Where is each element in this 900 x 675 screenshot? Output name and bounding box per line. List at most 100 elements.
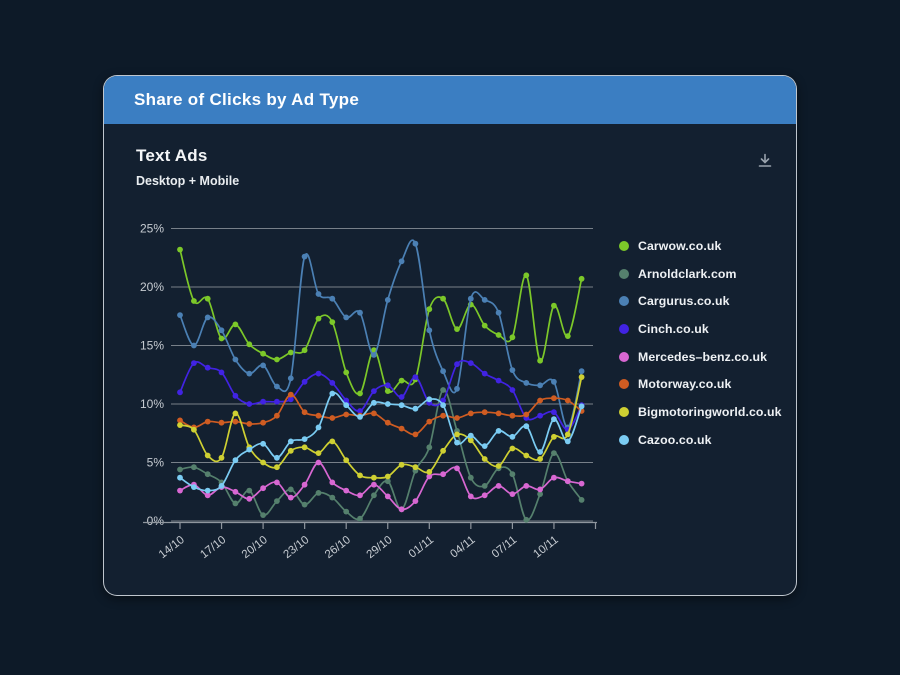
legend-dot-icon [619,351,629,362]
legend-label: Cargurus.co.uk [638,294,730,309]
data-point [426,306,433,313]
data-point [440,412,446,419]
download-button[interactable] [754,150,776,172]
line-chart: 0% 5% 10% 15% 20% 25% 14/10 17/10 20/10 23/10 26/1… [131,216,611,566]
data-point [343,508,350,515]
data-point [412,464,419,471]
data-point [551,378,557,385]
data-point [218,327,225,334]
data-point [343,397,350,404]
data-point [218,454,225,461]
data-point [481,409,488,416]
data-point [454,361,460,368]
data-point [564,438,571,445]
data-point [191,360,197,366]
data-point [426,444,433,451]
data-point [357,309,363,316]
legend-item-carwow[interactable]: Carwow.co.uk [619,232,782,260]
data-point [246,401,253,407]
data-point [454,431,460,438]
x-axis-label: 10/11 [531,534,560,561]
data-point [384,473,391,480]
data-point [177,487,183,494]
legend-label: Bigmotoringworld.co.uk [638,404,782,419]
data-point [551,409,557,416]
data-point [523,380,530,386]
data-point [426,469,433,475]
data-point [218,419,225,426]
data-point [177,466,183,473]
data-point [523,411,530,418]
legend-label: Cinch.co.uk [638,321,709,336]
legend-item-cinch[interactable]: Cinch.co.uk [619,315,782,343]
legend-item-motorway[interactable]: Motorway.co.uk [619,370,782,398]
y-axis-label: 15% [140,339,164,353]
data-point [204,492,211,499]
data-point [177,417,183,424]
data-point [371,388,377,394]
y-axis-label: 25% [140,222,164,236]
x-axis-label: 07/11 [490,534,519,561]
legend-item-bigmotoringworld[interactable]: Bigmotoringworld.co.uk [619,398,782,426]
data-point [426,473,433,480]
data-point [260,398,266,405]
data-point [232,356,239,363]
data-point [287,494,294,501]
data-point [537,449,543,455]
data-point [246,370,253,377]
data-point [371,492,377,499]
data-point [177,474,183,481]
data-point [301,409,308,416]
data-point [329,390,336,397]
data-point [481,370,488,377]
data-point [398,394,405,400]
data-point [481,492,488,499]
series-points-bigmotoringworld [177,374,585,481]
series-line-carwow [179,248,583,395]
data-point [509,471,516,478]
data-point [315,370,322,377]
data-point [426,327,433,334]
data-point [509,491,516,497]
chart-card: Share of Clicks by Ad Type Text Ads Desk… [103,75,797,596]
data-point [509,387,516,393]
data-point [495,332,502,338]
data-point [329,319,336,325]
legend-item-cargurus[interactable]: Cargurus.co.uk [619,287,782,315]
legend-item-mercedes[interactable]: Mercedes–benz.co.uk [619,343,782,371]
data-point [440,387,446,393]
legend-label: Arnoldclark.com [638,266,737,281]
data-point [315,450,322,456]
data-point [343,411,350,418]
data-point [384,401,391,407]
x-axis-label: 01/11 [407,534,436,561]
data-point [426,418,433,425]
data-point [537,456,543,462]
data-point [315,459,322,466]
data-point [177,422,183,428]
data-point [551,450,557,456]
chart-subtitle: Desktop + Mobile [136,174,240,188]
legend-item-arnoldclark[interactable]: Arnoldclark.com [619,260,782,288]
data-point [274,383,280,390]
data-point [481,322,488,329]
data-point [509,334,516,341]
data-point [440,447,446,454]
data-point [232,500,239,507]
data-point [398,402,405,409]
legend-item-cazoo[interactable]: Cazoo.co.uk [619,426,782,454]
data-point [274,412,280,419]
data-point [467,437,474,444]
data-point [343,314,350,321]
data-point [384,297,391,303]
data-point [564,397,571,404]
data-point [412,431,419,438]
data-point [260,440,266,447]
legend-dot-icon [619,323,629,334]
data-point [371,410,377,417]
legend-dot-icon [619,296,629,307]
data-point [287,447,294,454]
data-point [537,486,543,493]
data-point [467,474,474,481]
data-point [551,474,557,481]
